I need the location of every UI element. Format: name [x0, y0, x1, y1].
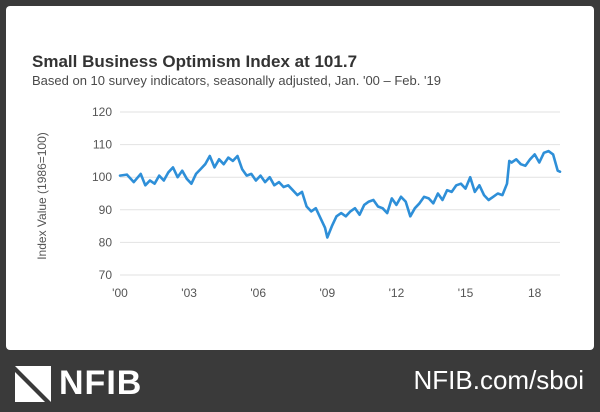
x-tick-label: '09: [320, 286, 336, 300]
series-line: [120, 151, 560, 237]
x-tick-labels: '00 '03 '06 '09 '12 '15 18: [112, 286, 541, 300]
nfib-logo[interactable]: NFIB: [15, 364, 142, 403]
footer-url[interactable]: NFIB.com/sboi: [414, 365, 585, 396]
y-tick-label: 70: [99, 268, 113, 282]
x-tick-label: '03: [181, 286, 197, 300]
series-lines: [120, 151, 560, 237]
y-tick-label: 90: [99, 203, 113, 217]
gridlines: [120, 112, 560, 275]
y-tick-label: 110: [93, 138, 112, 152]
y-tick-label: 120: [92, 105, 112, 119]
x-tick-label: '06: [250, 286, 266, 300]
x-tick-label: '12: [389, 286, 405, 300]
x-tick-label: '00: [112, 286, 128, 300]
line-chart: 70 80 90 100 110 120 '00 '03 '06 '09 '12 '15 18: [0, 0, 600, 412]
y-tick-labels: 70 80 90 100 110 120: [92, 105, 112, 282]
nfib-logo-mark-icon: [15, 366, 51, 402]
footer-bar: NFIB NFIB.com/sboi: [0, 352, 600, 412]
nfib-logo-text: NFIB: [59, 364, 142, 403]
y-tick-label: 80: [99, 235, 113, 249]
y-tick-label: 100: [92, 170, 112, 184]
x-tick-label: 18: [528, 286, 542, 300]
x-tick-label: '15: [458, 286, 474, 300]
